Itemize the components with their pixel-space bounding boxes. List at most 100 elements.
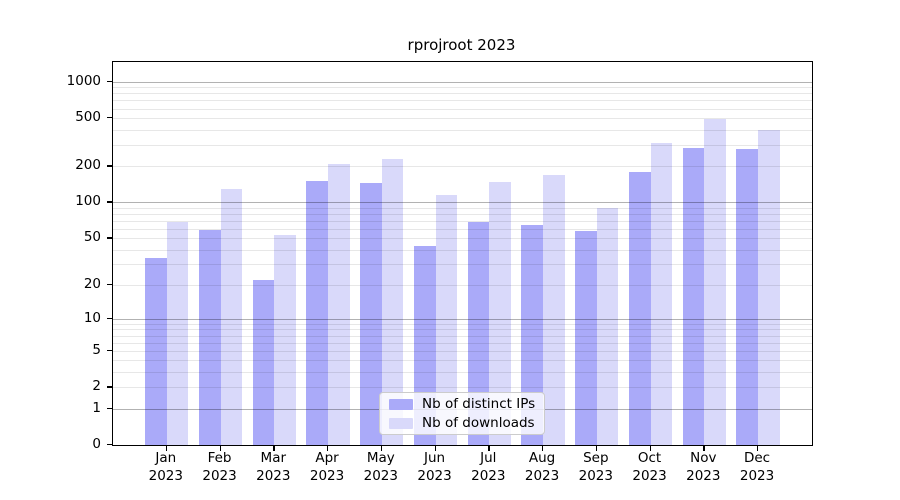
x-tick-year: 2023 <box>256 467 291 484</box>
y-tick-label: 200 <box>75 157 101 174</box>
legend: Nb of distinct IPs Nb of downloads <box>379 392 545 435</box>
y-tick-label: 2 <box>92 378 101 395</box>
minor-gridline <box>113 387 812 389</box>
y-tick-mark <box>107 201 112 203</box>
x-tick-year: 2023 <box>632 467 667 484</box>
bar-distinct-ips <box>306 181 329 445</box>
minor-gridline <box>113 129 812 131</box>
x-tick-month: Aug <box>528 450 556 466</box>
minor-gridline <box>113 228 812 230</box>
legend-label-distinct-ips: Nb of distinct IPs <box>422 396 536 412</box>
bar-distinct-ips <box>145 258 167 445</box>
minor-gridline <box>113 87 812 89</box>
y-tick-label: 20 <box>83 275 101 292</box>
minor-gridline <box>113 238 812 240</box>
x-tick-year: 2023 <box>148 467 183 484</box>
y-tick-mark <box>107 283 112 286</box>
legend-swatch-downloads <box>389 417 413 429</box>
y-tick-mark <box>107 349 112 352</box>
bar-distinct-ips <box>521 224 544 445</box>
x-tick-label: Nov 2023 <box>673 450 733 485</box>
chart-title: rprojroot 2023 <box>407 36 516 54</box>
bar-downloads <box>489 181 511 445</box>
y-tick-label: 0 <box>92 436 101 452</box>
major-gridline <box>113 202 812 204</box>
bar-downloads <box>328 163 350 445</box>
minor-gridline <box>113 360 812 362</box>
legend-label-downloads: Nb of downloads <box>422 415 535 431</box>
x-tick-year: 2023 <box>739 467 775 484</box>
minor-gridline <box>113 100 812 102</box>
legend-row-distinct-ips: Nb of distinct IPs <box>389 396 544 412</box>
x-tick-mark <box>380 446 383 451</box>
x-tick-year: 2023 <box>578 467 613 484</box>
y-tick-mark <box>107 317 112 320</box>
x-tick-year: 2023 <box>309 467 345 484</box>
y-tick-label: 5 <box>92 341 101 358</box>
y-tick-label: 50 <box>83 229 101 246</box>
minor-gridline <box>113 118 812 120</box>
x-tick-month: Feb <box>207 450 232 466</box>
minor-gridline <box>113 207 812 209</box>
bar-downloads <box>381 158 404 445</box>
x-tick-year: 2023 <box>202 467 237 484</box>
x-tick-month: Dec <box>743 450 771 466</box>
x-tick-mark <box>434 446 436 451</box>
minor-gridline <box>113 213 812 215</box>
x-tick-month: Oct <box>637 450 662 466</box>
bar-downloads <box>274 235 296 445</box>
minor-gridline <box>113 166 812 168</box>
x-tick-mark <box>165 446 168 451</box>
minor-gridline <box>113 284 812 286</box>
bar-distinct-ips <box>736 149 759 445</box>
x-tick-label: May 2023 <box>351 450 411 485</box>
y-tick-mark <box>107 407 112 409</box>
bar-distinct-ips <box>682 147 705 445</box>
x-tick-month: Nov <box>690 450 717 466</box>
x-tick-month: Jan <box>155 450 177 466</box>
minor-gridline <box>113 372 812 374</box>
bar-distinct-ips <box>360 182 382 445</box>
x-tick-mark <box>542 446 544 451</box>
bar-downloads <box>220 189 243 445</box>
x-tick-year: 2023 <box>686 467 721 484</box>
bar-downloads <box>435 195 458 445</box>
x-tick-label: Jun 2023 <box>405 450 465 485</box>
bar-downloads <box>650 143 673 445</box>
x-tick-label: Jan 2023 <box>136 450 196 485</box>
x-tick-label: Oct 2023 <box>620 450 680 485</box>
y-tick-mark <box>107 386 112 388</box>
minor-gridline <box>113 249 812 251</box>
y-tick-mark <box>107 444 112 446</box>
y-tick-mark <box>107 165 112 167</box>
x-tick-year: 2023 <box>471 467 506 484</box>
y-tick-label: 10 <box>83 309 101 326</box>
y-tick-label: 1 <box>92 399 101 416</box>
minor-gridline <box>113 323 812 325</box>
legend-swatch-distinct-ips <box>389 398 413 410</box>
minor-gridline <box>113 335 812 337</box>
y-tick-mark <box>107 237 112 239</box>
bar-downloads <box>758 129 780 445</box>
bar-distinct-ips <box>252 280 275 445</box>
plot-area <box>112 61 813 446</box>
x-tick-mark <box>703 446 705 451</box>
x-tick-mark <box>649 446 651 451</box>
bar-downloads <box>596 208 619 445</box>
x-tick-month: Jun <box>424 450 446 466</box>
x-tick-label: Dec 2023 <box>727 450 787 485</box>
x-tick-label: Feb 2023 <box>190 450 250 485</box>
x-tick-label: Jul 2023 <box>458 450 518 485</box>
major-gridline <box>113 81 812 83</box>
minor-gridline <box>113 220 812 222</box>
bar-downloads <box>704 118 726 445</box>
legend-row-downloads: Nb of downloads <box>389 415 544 431</box>
x-tick-month: Apr <box>315 450 339 466</box>
x-tick-mark <box>327 446 329 451</box>
bar-distinct-ips <box>575 231 597 445</box>
x-tick-year: 2023 <box>417 467 452 484</box>
y-tick-mark <box>107 80 112 83</box>
minor-gridline <box>113 108 812 110</box>
bar-distinct-ips <box>467 221 490 445</box>
